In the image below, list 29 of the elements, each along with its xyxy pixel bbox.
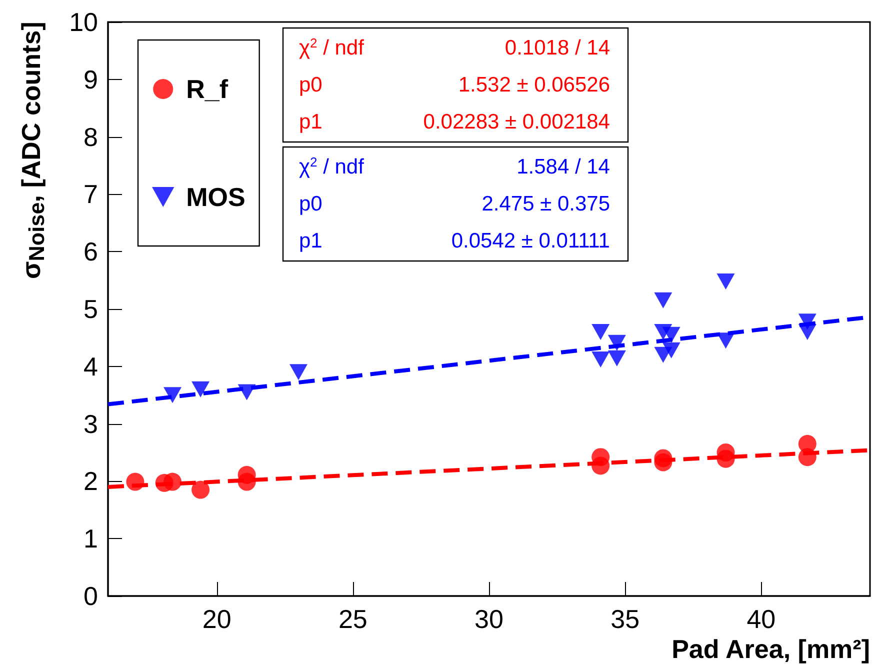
annotation: p0 — [299, 74, 322, 96]
y-tick-label: 3 — [84, 408, 98, 439]
annotation: p1 — [299, 110, 322, 134]
y-tick-label: 7 — [84, 179, 98, 210]
y-tick-label: 0 — [84, 581, 98, 611]
y-tick-label: 10 — [69, 7, 98, 37]
y-tick-label: 9 — [84, 64, 98, 94]
legend-label: MOS — [186, 182, 246, 212]
legend-label: R_f — [186, 74, 228, 104]
annotation: 1.532 ± 0.06526 — [458, 74, 610, 96]
x-tick-label: 25 — [338, 604, 368, 634]
annotation: 2.475 ± 0.375 — [482, 192, 610, 216]
annotation: 0.02283 ± 0.002184 — [423, 110, 610, 134]
annotation: 0.0542 ± 0.01111 — [451, 230, 610, 252]
annotation: p1 — [299, 230, 322, 252]
annotation: p0 — [299, 192, 322, 216]
x-axis-title: Pad Area, [mm²] — [672, 634, 870, 664]
x-tick-label: 40 — [746, 604, 776, 634]
y-tick-label: 6 — [84, 236, 98, 267]
x-tick-label: 35 — [610, 604, 640, 634]
y-tick-label: 2 — [84, 466, 98, 496]
y-tick-label: 8 — [84, 122, 98, 152]
x-tick-label: 30 — [474, 604, 504, 634]
x-tick-label: 20 — [202, 604, 232, 634]
y-tick-label: 4 — [84, 351, 98, 382]
y-tick-label: 5 — [84, 294, 98, 324]
y-tick-label: 1 — [84, 524, 98, 554]
annotation: 1.584 / 14 — [516, 156, 610, 178]
annotation: 0.1018 / 14 — [504, 36, 610, 60]
